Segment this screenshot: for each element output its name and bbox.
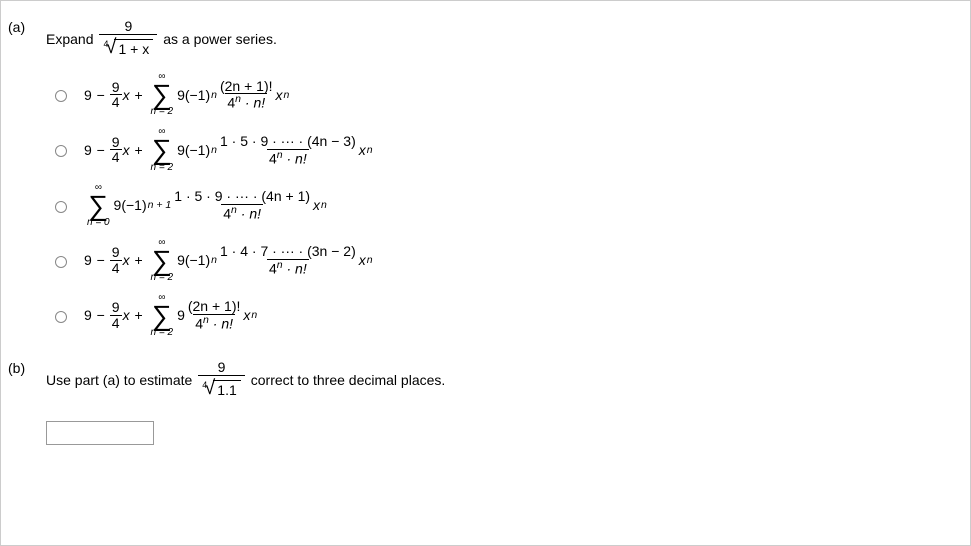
answer-input[interactable] [46, 421, 154, 445]
option-row: ∞∑n = 0 9(−1)n + 1 1 · 5 · 9 · ··· · (4n… [50, 183, 952, 228]
options-group: 9 − 94 x + ∞∑n = 2 9(−1)n (2n + 1)!4n · … [50, 72, 952, 338]
option-row: 9 − 94 x + ∞∑n = 2 9(−1)n (2n + 1)!4n · … [50, 72, 952, 117]
option-expression: 9 − 94 x + ∞∑n = 2 9(−1)n 1 · 5 · 9 · ··… [84, 127, 373, 172]
option-radio[interactable] [55, 145, 67, 157]
option-radio[interactable] [55, 201, 67, 213]
option-radio[interactable] [55, 90, 67, 102]
part-b-prompt: Use part (a) to estimate 9 4 1.1 correct… [46, 360, 952, 399]
option-row: 9 − 94 x + ∞∑n = 2 9(−1)n 1 · 4 · 7 · ··… [50, 238, 952, 283]
option-row: 9 − 94 x + ∞∑n = 2 9(−1)n 1 · 5 · 9 · ··… [50, 127, 952, 172]
option-radio[interactable] [55, 256, 67, 268]
problem-container: (a) Expand 9 4 1 + x as a power series. [0, 0, 971, 546]
option-expression: 9 − 94 x + ∞∑n = 2 9 (2n + 1)!4n · n! xn [84, 293, 257, 338]
prompt-a-right: as a power series. [163, 31, 277, 47]
part-b-label: (b) [8, 360, 25, 376]
part-a-label: (a) [8, 19, 25, 35]
option-expression: ∞∑n = 0 9(−1)n + 1 1 · 5 · 9 · ··· · (4n… [84, 183, 327, 228]
option-row: 9 − 94 x + ∞∑n = 2 9 (2n + 1)!4n · n! xn [50, 293, 952, 338]
part-a: (a) Expand 9 4 1 + x as a power series. [46, 19, 952, 338]
prompt-a-left: Expand [46, 31, 93, 47]
option-radio[interactable] [55, 311, 67, 323]
prompt-b-expression: 9 4 1.1 [198, 360, 244, 399]
option-expression: 9 − 94 x + ∞∑n = 2 9(−1)n (2n + 1)!4n · … [84, 72, 289, 117]
option-expression: 9 − 94 x + ∞∑n = 2 9(−1)n 1 · 4 · 7 · ··… [84, 238, 373, 283]
prompt-a-expression: 9 4 1 + x [99, 19, 157, 58]
prompt-b-right: correct to three decimal places. [251, 372, 446, 388]
prompt-b-left: Use part (a) to estimate [46, 372, 192, 388]
part-b: (b) Use part (a) to estimate 9 4 1.1 cor… [46, 360, 952, 445]
part-a-prompt: Expand 9 4 1 + x as a power series. [46, 19, 952, 58]
